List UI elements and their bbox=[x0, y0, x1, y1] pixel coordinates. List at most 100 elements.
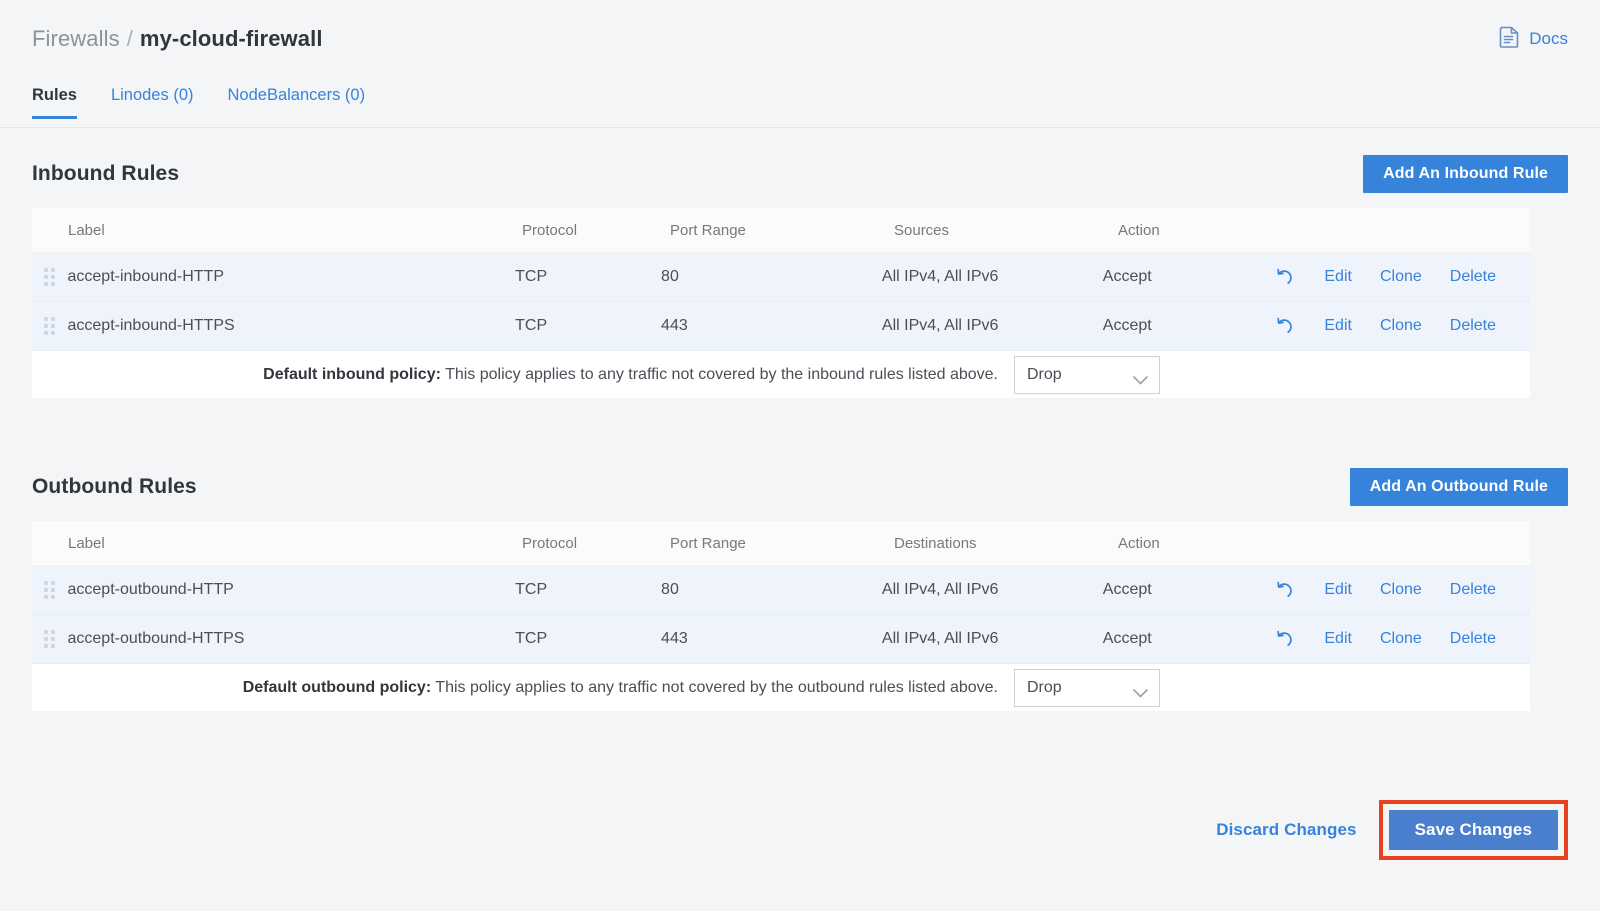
table-row: accept-outbound-HTTP TCP 80 All IPv4, Al… bbox=[32, 566, 1530, 615]
drag-handle-cell[interactable] bbox=[32, 317, 68, 335]
column-header-sources: Sources bbox=[894, 221, 950, 239]
inbound-table-header-row: Label Protocol Port Range Sources Action bbox=[32, 208, 1530, 253]
column-header-port-range: Port Range bbox=[670, 534, 746, 552]
outbound-policy-label: Default outbound policy: bbox=[242, 678, 432, 696]
discard-changes-link[interactable]: Discard Changes bbox=[1216, 820, 1357, 839]
column-header-label: Label bbox=[68, 534, 105, 552]
docs-label: Docs bbox=[1529, 29, 1568, 48]
outbound-policy-description: This policy applies to any traffic not c… bbox=[435, 678, 998, 696]
drag-handle-cell[interactable] bbox=[32, 630, 68, 648]
add-outbound-rule-button[interactable]: Add An Outbound Rule bbox=[1349, 468, 1568, 506]
docs-link[interactable]: Docs bbox=[1499, 26, 1568, 53]
rule-label: accept-outbound-HTTPS bbox=[67, 630, 245, 647]
rule-port-range: 80 bbox=[661, 268, 679, 285]
save-button-highlight: Save Changes bbox=[1378, 800, 1568, 860]
drag-handle-cell[interactable] bbox=[32, 581, 68, 599]
outbound-policy-text: Default outbound policy: This policy app… bbox=[32, 679, 1014, 697]
outbound-section-header: Outbound Rules Add An Outbound Rule bbox=[0, 465, 1600, 509]
delete-rule-link[interactable]: Delete bbox=[1449, 268, 1497, 285]
tab-linodes[interactable]: Linodes (0) bbox=[110, 86, 194, 104]
edit-rule-link[interactable]: Edit bbox=[1324, 581, 1352, 598]
column-header-action: Action bbox=[1118, 221, 1160, 239]
rule-label: accept-inbound-HTTP bbox=[67, 268, 225, 285]
rule-action: Accept bbox=[1102, 317, 1152, 334]
tab-bar: Rules Linodes (0) NodeBalancers (0) bbox=[0, 78, 1600, 128]
rule-port-range: 443 bbox=[661, 317, 688, 334]
inbound-policy-description: This policy applies to any traffic not c… bbox=[445, 365, 998, 383]
rule-action: Accept bbox=[1102, 268, 1152, 285]
rule-label: accept-outbound-HTTP bbox=[67, 581, 234, 598]
add-inbound-rule-button[interactable]: Add An Inbound Rule bbox=[1363, 155, 1568, 193]
outbound-rules-section: Outbound Rules Add An Outbound Rule Labe… bbox=[0, 465, 1600, 711]
rule-port-range: 443 bbox=[661, 630, 688, 647]
drag-handle-icon[interactable] bbox=[44, 630, 56, 648]
inbound-policy-select[interactable]: Drop bbox=[1014, 355, 1160, 394]
outbound-table-header-row: Label Protocol Port Range Destinations A… bbox=[32, 521, 1530, 566]
breadcrumb-separator: / bbox=[126, 26, 133, 51]
rule-protocol: TCP bbox=[515, 630, 548, 647]
inbound-section-title: Inbound Rules bbox=[32, 162, 180, 185]
table-row: accept-inbound-HTTPS TCP 443 All IPv4, A… bbox=[32, 302, 1530, 351]
column-header-port-range: Port Range bbox=[670, 221, 746, 239]
rule-destinations: All IPv4, All IPv6 bbox=[881, 630, 999, 647]
rule-port-range: 80 bbox=[661, 581, 679, 598]
rule-operations: Edit Clone Delete bbox=[1270, 624, 1530, 654]
table-row: accept-inbound-HTTP TCP 80 All IPv4, All… bbox=[32, 253, 1530, 302]
delete-rule-link[interactable]: Delete bbox=[1449, 581, 1497, 598]
rule-protocol: TCP bbox=[515, 268, 548, 285]
rule-destinations: All IPv4, All IPv6 bbox=[881, 581, 999, 598]
undo-arrow-icon[interactable] bbox=[1270, 311, 1300, 341]
edit-rule-link[interactable]: Edit bbox=[1324, 630, 1352, 647]
column-header-protocol: Protocol bbox=[522, 221, 578, 239]
rule-protocol: TCP bbox=[515, 317, 548, 334]
column-header-destinations: Destinations bbox=[894, 534, 977, 552]
edit-rule-link[interactable]: Edit bbox=[1324, 317, 1352, 334]
table-row: accept-outbound-HTTPS TCP 443 All IPv4, … bbox=[32, 615, 1530, 664]
drag-handle-icon[interactable] bbox=[44, 317, 56, 335]
outbound-policy-value: Drop bbox=[1027, 678, 1062, 696]
chevron-down-icon bbox=[1133, 685, 1148, 703]
rule-label: accept-inbound-HTTPS bbox=[67, 317, 235, 334]
rule-operations: Edit Clone Delete bbox=[1270, 262, 1530, 292]
chevron-down-icon bbox=[1133, 372, 1148, 390]
outbound-default-policy-row: Default outbound policy: This policy app… bbox=[32, 664, 1530, 711]
clone-rule-link[interactable]: Clone bbox=[1379, 317, 1422, 334]
inbound-default-policy-row: Default inbound policy: This policy appl… bbox=[32, 351, 1530, 398]
edit-rule-link[interactable]: Edit bbox=[1324, 268, 1352, 285]
drag-handle-icon[interactable] bbox=[44, 268, 56, 286]
page-header: Firewalls / my-cloud-firewall Docs bbox=[0, 0, 1600, 78]
tab-rules[interactable]: Rules bbox=[32, 78, 77, 119]
column-header-protocol: Protocol bbox=[522, 534, 578, 552]
tab-nodebalancers[interactable]: NodeBalancers (0) bbox=[227, 86, 366, 104]
column-header-action: Action bbox=[1118, 534, 1160, 552]
save-changes-button[interactable]: Save Changes bbox=[1388, 810, 1558, 850]
breadcrumb: Firewalls / my-cloud-firewall bbox=[32, 26, 323, 52]
drag-handle-cell[interactable] bbox=[32, 268, 68, 286]
delete-rule-link[interactable]: Delete bbox=[1449, 630, 1497, 647]
clone-rule-link[interactable]: Clone bbox=[1379, 268, 1422, 285]
rule-sources: All IPv4, All IPv6 bbox=[881, 317, 999, 334]
footer-actions: Discard Changes Save Changes bbox=[1194, 800, 1568, 860]
clone-rule-link[interactable]: Clone bbox=[1379, 581, 1422, 598]
breadcrumb-parent-firewalls[interactable]: Firewalls bbox=[32, 26, 120, 51]
document-icon bbox=[1499, 26, 1520, 53]
inbound-policy-label: Default inbound policy: bbox=[263, 365, 441, 383]
undo-arrow-icon[interactable] bbox=[1270, 575, 1300, 605]
inbound-section-header: Inbound Rules Add An Inbound Rule bbox=[0, 152, 1600, 196]
outbound-rules-table: Label Protocol Port Range Destinations A… bbox=[32, 521, 1530, 711]
inbound-rules-section: Inbound Rules Add An Inbound Rule Label … bbox=[0, 152, 1600, 398]
rule-action: Accept bbox=[1102, 630, 1152, 647]
undo-arrow-icon[interactable] bbox=[1270, 624, 1300, 654]
rule-action: Accept bbox=[1102, 581, 1152, 598]
inbound-rules-table: Label Protocol Port Range Sources Action… bbox=[32, 208, 1530, 398]
inbound-policy-value: Drop bbox=[1027, 365, 1062, 383]
outbound-policy-select[interactable]: Drop bbox=[1014, 668, 1160, 707]
rule-protocol: TCP bbox=[515, 581, 548, 598]
clone-rule-link[interactable]: Clone bbox=[1379, 630, 1422, 647]
page-title: my-cloud-firewall bbox=[139, 26, 323, 51]
delete-rule-link[interactable]: Delete bbox=[1449, 317, 1497, 334]
rule-sources: All IPv4, All IPv6 bbox=[881, 268, 999, 285]
drag-handle-icon[interactable] bbox=[44, 581, 56, 599]
undo-arrow-icon[interactable] bbox=[1270, 262, 1300, 292]
